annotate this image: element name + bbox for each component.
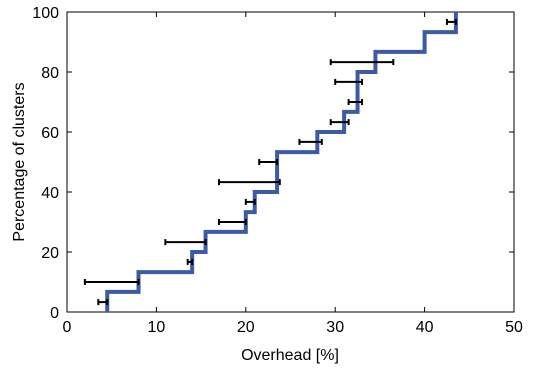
y-tick-label-5: 100 [32, 5, 59, 22]
y-tick-label-4: 80 [41, 65, 59, 82]
x-tick-label-0: 0 [63, 319, 72, 336]
y-tick-label-0: 0 [50, 305, 59, 322]
x-tick-label-3: 30 [326, 319, 344, 336]
plot-area: 0 10 20 30 40 50 0 20 40 60 80 100 [32, 5, 523, 336]
axes-box [66, 11, 515, 313]
y-axis-label: Percentage of clusters [11, 82, 28, 241]
y-tick-label-2: 40 [41, 185, 59, 202]
x-tick-label-4: 40 [416, 319, 434, 336]
y-tick-label-3: 60 [41, 125, 59, 142]
x-tick-label-2: 20 [237, 319, 255, 336]
x-tick-label-5: 50 [505, 319, 523, 336]
x-tick-label-1: 10 [148, 319, 166, 336]
step-series-line [105, 12, 458, 312]
y-tick-label-1: 20 [41, 245, 59, 262]
x-axis-label: Overhead [%] [241, 347, 339, 364]
